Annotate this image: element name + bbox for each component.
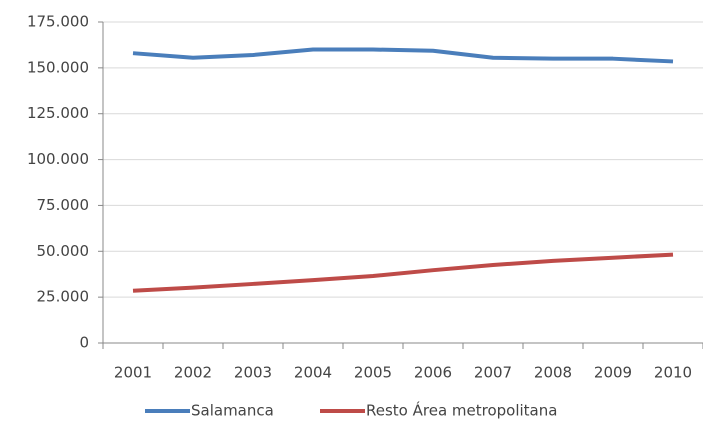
y-tick-label: 0: [79, 334, 89, 352]
x-tick-label: 2003: [234, 364, 272, 382]
y-tick-label: 175.000: [27, 13, 89, 31]
x-tick-label: 2001: [114, 364, 152, 382]
y-tick-label: 150.000: [27, 58, 89, 76]
y-tick-label: 75.000: [37, 196, 90, 214]
x-tick-label: 2008: [534, 364, 572, 382]
y-tick-label: 25.000: [37, 288, 90, 306]
x-tick-label: 2007: [474, 364, 512, 382]
x-tick-label: 2009: [594, 364, 632, 382]
x-tick-label: 2004: [294, 364, 332, 382]
legend-label: Salamanca: [191, 402, 274, 420]
series-line: [132, 252, 674, 293]
x-tick-label: 2010: [654, 364, 692, 382]
y-tick-label: 125.000: [27, 104, 89, 122]
x-tick-label: 2006: [414, 364, 452, 382]
y-tick-label: 50.000: [37, 242, 90, 260]
y-tick-label: 100.000: [27, 150, 89, 168]
x-tick-label: 2002: [174, 364, 212, 382]
legend-label: Resto Área metropolitana: [366, 401, 557, 420]
series-line: [132, 47, 674, 64]
x-tick-label: 2005: [354, 364, 392, 382]
